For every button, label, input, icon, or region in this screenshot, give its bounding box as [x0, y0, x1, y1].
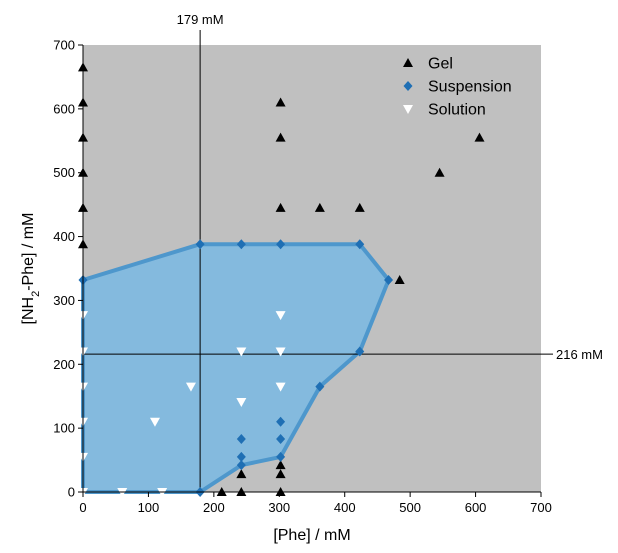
- suspension-point: [384, 274, 394, 285]
- gel-point: [354, 202, 365, 212]
- suspension-point: [236, 451, 246, 462]
- solution-point: [275, 311, 286, 321]
- y-tick-label: 500: [53, 165, 75, 180]
- x-tick-label: 700: [530, 500, 552, 515]
- suspension-point: [276, 239, 286, 250]
- suspension-point: [276, 433, 286, 444]
- solution-point: [149, 417, 160, 427]
- legend: Gel Suspension Solution: [403, 56, 512, 119]
- x-tick-label: 0: [79, 500, 86, 515]
- suspension-point: [355, 346, 365, 357]
- reference-lines: 179 mM 216 mM: [83, 12, 603, 492]
- reference-label-horizontal: 216 mM: [556, 347, 603, 362]
- suspension-point: [195, 239, 205, 250]
- suspension-point: [315, 381, 325, 392]
- legend-label-solution: Solution: [428, 102, 486, 119]
- suspension-point: [236, 239, 246, 250]
- y-tick-label: 200: [53, 357, 75, 372]
- y-tick-label: 100: [53, 421, 75, 436]
- gel-point: [314, 202, 325, 212]
- x-tick-label: 600: [465, 500, 487, 515]
- legend-label-suspension: Suspension: [428, 79, 512, 96]
- y-axis-label: [NH2-Phe] / mM: [20, 213, 42, 325]
- y-tick-label: 0: [68, 485, 75, 500]
- legend-marker-suspension: [403, 81, 413, 91]
- gel-point: [394, 274, 405, 284]
- x-tick-label: 300: [268, 500, 290, 515]
- suspension-point: [355, 239, 365, 250]
- solution-point: [236, 347, 247, 357]
- legend-marker-solution: [403, 105, 413, 114]
- y-tick-label: 600: [53, 101, 75, 116]
- x-axis-label: [Phe] / mM: [273, 527, 350, 544]
- gel-point: [275, 132, 286, 142]
- y-tick-label: 300: [53, 293, 75, 308]
- gel-point: [275, 469, 286, 479]
- axes: 0 100 200 300 400 500 600 700 0 100 200 300 400 500 60…: [53, 38, 552, 516]
- x-tick-label: 200: [203, 500, 225, 515]
- gel-point: [275, 97, 286, 107]
- legend-label-gel: Gel: [428, 56, 453, 73]
- solution-point: [275, 347, 286, 357]
- suspension-point: [236, 460, 246, 471]
- suspension-point: [276, 451, 286, 462]
- gel-point: [275, 202, 286, 212]
- solution-point: [236, 397, 247, 407]
- gel-point: [434, 167, 445, 177]
- x-tick-label: 500: [399, 500, 421, 515]
- solution-point: [275, 382, 286, 392]
- gel-point: [236, 469, 247, 479]
- suspension-point: [236, 433, 246, 444]
- gel-point: [275, 460, 286, 470]
- x-tick-label: 400: [334, 500, 356, 515]
- suspension-point: [276, 416, 286, 427]
- x-tick-label: 100: [138, 500, 160, 515]
- y-tick-label: 400: [53, 229, 75, 244]
- solution-point: [185, 382, 196, 392]
- legend-marker-gel: [403, 58, 413, 67]
- reference-label-vertical: 179 mM: [177, 12, 224, 27]
- y-tick-label: 700: [53, 38, 75, 53]
- gel-point: [474, 132, 485, 142]
